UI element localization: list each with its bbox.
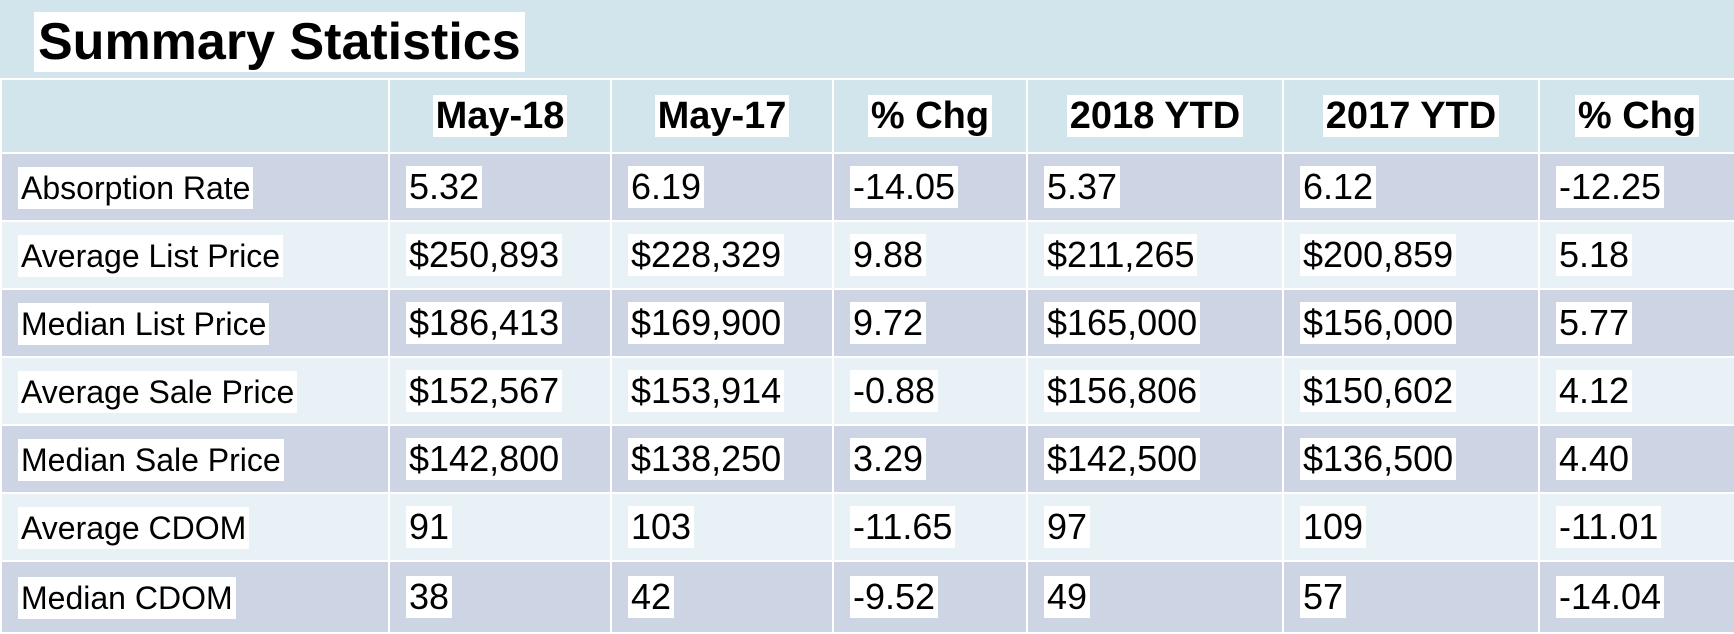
- table-cell: $228,329: [610, 220, 834, 290]
- table-cell: -0.88: [832, 356, 1028, 426]
- row-label: Average List Price: [0, 220, 390, 290]
- table-cell: $142,800: [388, 424, 612, 494]
- table-cell: 5.77: [1538, 288, 1734, 358]
- table-row: Median List Price $186,413 $169,900 9.72…: [0, 288, 1734, 358]
- row-label: Median Sale Price: [0, 424, 390, 494]
- table-cell: $186,413: [388, 288, 612, 358]
- table-cell: 57: [1282, 560, 1540, 634]
- table-cell: $152,567: [388, 356, 612, 426]
- title-bar: Summary Statistics: [0, 0, 1734, 78]
- table-cell: 9.72: [832, 288, 1028, 358]
- table-cell: $156,000: [1282, 288, 1540, 358]
- table-cell: $211,265: [1026, 220, 1284, 290]
- column-header-2017-ytd: 2017 YTD: [1282, 78, 1540, 154]
- column-header-empty: [0, 78, 390, 154]
- table-cell: 4.12: [1538, 356, 1734, 426]
- row-label: Median CDOM: [0, 560, 390, 634]
- table-cell: $136,500: [1282, 424, 1540, 494]
- table-cell: $250,893: [388, 220, 612, 290]
- table-row: Absorption Rate 5.32 6.19 -14.05 5.37 6.…: [0, 152, 1734, 222]
- table-cell: -14.04: [1538, 560, 1734, 634]
- table-cell: 5.37: [1026, 152, 1284, 222]
- table-row: Average List Price $250,893 $228,329 9.8…: [0, 220, 1734, 290]
- row-label: Average CDOM: [0, 492, 390, 562]
- table-cell: 5.18: [1538, 220, 1734, 290]
- column-header-pct-chg-ytd: % Chg: [1538, 78, 1734, 154]
- table-cell: $156,806: [1026, 356, 1284, 426]
- table-cell: 5.32: [388, 152, 612, 222]
- table-cell: 4.40: [1538, 424, 1734, 494]
- row-label: Absorption Rate: [0, 152, 390, 222]
- page-title: Summary Statistics: [34, 12, 525, 72]
- summary-statistics-table: May-18 May-17 % Chg 2018 YTD 2017 YTD % …: [0, 78, 1734, 634]
- table-cell: $165,000: [1026, 288, 1284, 358]
- table-cell: -11.65: [832, 492, 1028, 562]
- column-header-2018-ytd: 2018 YTD: [1026, 78, 1284, 154]
- table-cell: 6.12: [1282, 152, 1540, 222]
- table-cell: -12.25: [1538, 152, 1734, 222]
- table-cell: -14.05: [832, 152, 1028, 222]
- table-cell: 9.88: [832, 220, 1028, 290]
- table-cell: 91: [388, 492, 612, 562]
- table-row: Median Sale Price $142,800 $138,250 3.29…: [0, 424, 1734, 494]
- table-cell: -9.52: [832, 560, 1028, 634]
- column-header-pct-chg-month: % Chg: [832, 78, 1028, 154]
- row-label: Average Sale Price: [0, 356, 390, 426]
- table-row: Median CDOM 38 42 -9.52 49 57 -14.04: [0, 560, 1734, 634]
- column-header-may-18: May-18: [388, 78, 612, 154]
- table-cell: $153,914: [610, 356, 834, 426]
- table-cell: $138,250: [610, 424, 834, 494]
- table-header-row: May-18 May-17 % Chg 2018 YTD 2017 YTD % …: [0, 78, 1734, 154]
- table-cell: -11.01: [1538, 492, 1734, 562]
- table-cell: 38: [388, 560, 612, 634]
- table-cell: $169,900: [610, 288, 834, 358]
- row-label: Median List Price: [0, 288, 390, 358]
- table-cell: 109: [1282, 492, 1540, 562]
- table-cell: 6.19: [610, 152, 834, 222]
- table-row: Average CDOM 91 103 -11.65 97 109 -11.01: [0, 492, 1734, 562]
- table-cell: $150,602: [1282, 356, 1540, 426]
- table-cell: 103: [610, 492, 834, 562]
- table-cell: $142,500: [1026, 424, 1284, 494]
- table-cell: 42: [610, 560, 834, 634]
- table-row: Average Sale Price $152,567 $153,914 -0.…: [0, 356, 1734, 426]
- table-cell: 3.29: [832, 424, 1028, 494]
- column-header-may-17: May-17: [610, 78, 834, 154]
- table-cell: $200,859: [1282, 220, 1540, 290]
- table-cell: 97: [1026, 492, 1284, 562]
- table-cell: 49: [1026, 560, 1284, 634]
